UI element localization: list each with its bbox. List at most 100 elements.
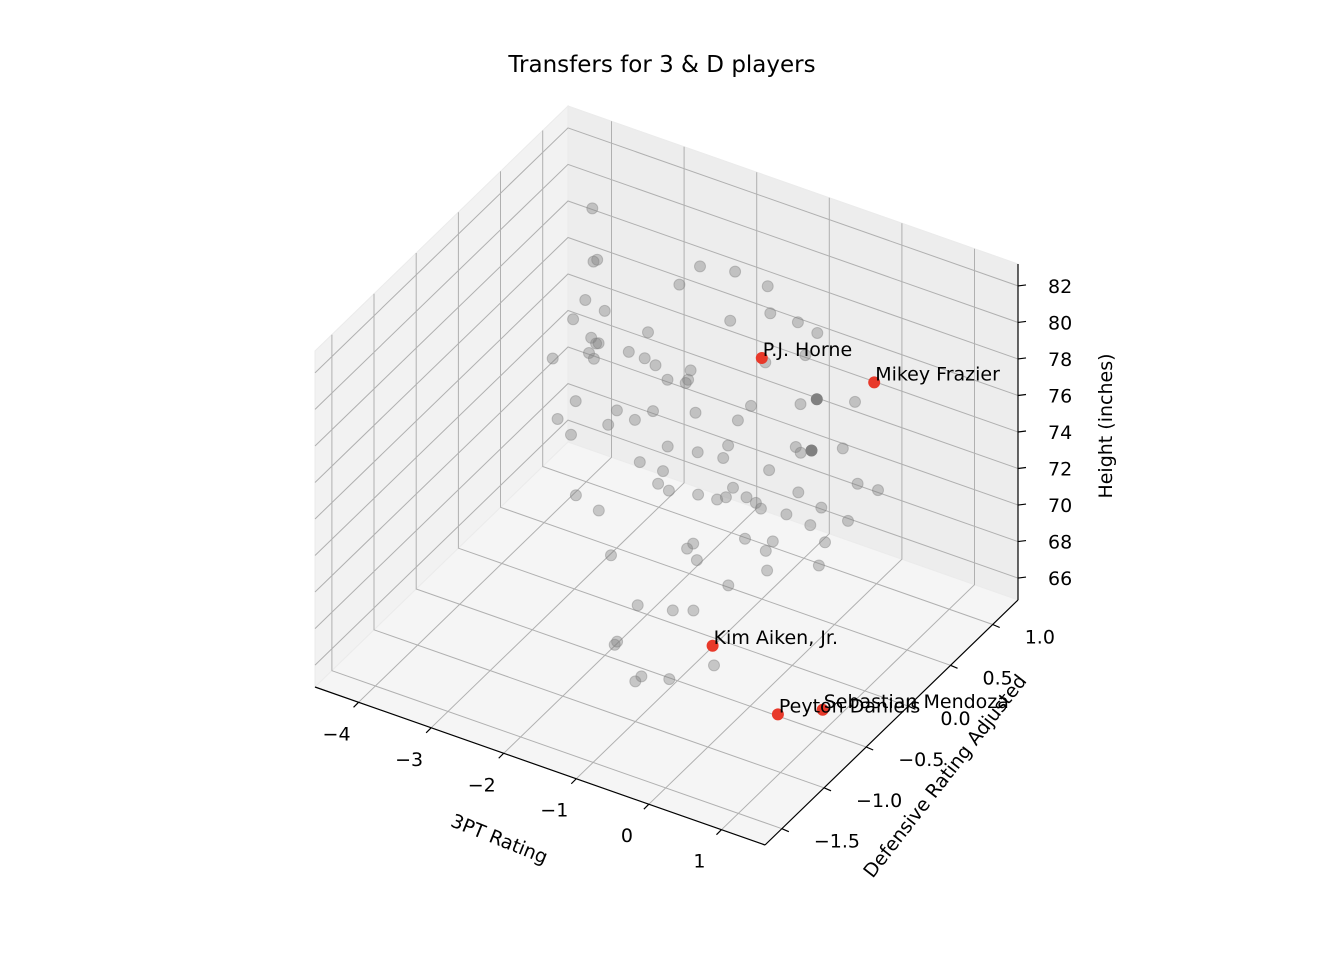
y-grid-line bbox=[500, 171, 951, 666]
z-tick-label: 72 bbox=[1048, 459, 1072, 481]
data-point bbox=[805, 444, 818, 457]
data-point bbox=[682, 373, 695, 386]
highlighted-point bbox=[755, 352, 768, 364]
z-grid-line bbox=[314, 163, 1019, 410]
data-point bbox=[628, 413, 641, 426]
x-grid-line bbox=[575, 197, 830, 780]
data-point bbox=[819, 536, 831, 549]
data-point bbox=[711, 493, 724, 506]
x-axis-label: 3PT Rating bbox=[448, 810, 551, 869]
data-point bbox=[749, 496, 762, 509]
data-point bbox=[851, 477, 864, 490]
data-point bbox=[666, 604, 679, 617]
y-axis-line bbox=[764, 599, 1019, 846]
x-tick bbox=[643, 803, 650, 810]
z-tick-label: 82 bbox=[1048, 276, 1072, 298]
data-point bbox=[631, 599, 644, 612]
data-point bbox=[836, 442, 849, 455]
data-point bbox=[690, 554, 703, 567]
data-point bbox=[661, 440, 674, 453]
x-tick bbox=[570, 778, 577, 785]
data-point bbox=[727, 481, 739, 494]
data-point bbox=[724, 314, 737, 327]
y-grid-line bbox=[331, 334, 783, 830]
x-tick bbox=[353, 701, 359, 708]
data-point bbox=[791, 316, 804, 329]
data-point bbox=[745, 399, 757, 412]
data-point bbox=[739, 532, 751, 545]
data-point bbox=[849, 395, 861, 408]
z-tick-label: 76 bbox=[1048, 385, 1072, 407]
x-axis-line bbox=[314, 686, 766, 846]
data-point bbox=[642, 326, 654, 339]
data-point bbox=[717, 452, 730, 464]
x-grid-line bbox=[721, 248, 975, 831]
x-tick bbox=[425, 727, 432, 734]
y-tick bbox=[950, 664, 958, 669]
y-tick-label: −1.5 bbox=[814, 831, 860, 853]
grid-lines bbox=[314, 121, 1019, 831]
z-tick-label: 68 bbox=[1048, 532, 1072, 554]
data-point bbox=[592, 504, 605, 517]
highlighted-point bbox=[816, 703, 829, 716]
data-point bbox=[872, 484, 884, 497]
x-tick-label: −3 bbox=[395, 749, 423, 771]
x-grid-line bbox=[430, 146, 685, 729]
data-point bbox=[794, 446, 807, 459]
data-point bbox=[583, 347, 595, 359]
data-point bbox=[602, 418, 615, 431]
highlighted-point bbox=[771, 708, 784, 721]
data-point bbox=[731, 414, 744, 427]
x-grid-line bbox=[358, 121, 612, 703]
data-point bbox=[815, 501, 828, 514]
data-point bbox=[567, 313, 580, 326]
data-point bbox=[569, 489, 582, 502]
z-tick-label: 70 bbox=[1048, 495, 1072, 517]
data-point bbox=[629, 675, 642, 688]
x-tick-label: 0 bbox=[621, 825, 633, 847]
data-point bbox=[551, 413, 564, 425]
z-tick bbox=[1017, 320, 1027, 324]
z-tick-label: 80 bbox=[1048, 312, 1072, 334]
data-point bbox=[794, 398, 807, 411]
data-point bbox=[638, 352, 651, 365]
point-annotation: Kim Aiken, Jr. bbox=[714, 627, 838, 649]
y-tick bbox=[992, 623, 1000, 629]
point-annotation: Sebastian Mendoza bbox=[824, 691, 1009, 713]
y-tick-label: 1.0 bbox=[1025, 627, 1055, 649]
data-point bbox=[761, 564, 774, 577]
data-point bbox=[684, 364, 697, 377]
z-tick bbox=[1017, 430, 1027, 433]
z-grid-line bbox=[314, 346, 1019, 593]
chart-title: Transfers for 3 & D players bbox=[507, 52, 815, 78]
data-point bbox=[764, 307, 777, 320]
data-point bbox=[587, 352, 600, 365]
data-point bbox=[799, 349, 812, 362]
data-point bbox=[673, 278, 686, 291]
y-tick-label: −1.0 bbox=[856, 790, 902, 812]
data-point bbox=[681, 542, 694, 555]
x-tick-label: −4 bbox=[323, 723, 351, 745]
data-point bbox=[633, 456, 646, 469]
y-grid-line bbox=[373, 293, 825, 789]
data-points bbox=[546, 202, 884, 721]
z-tick bbox=[1017, 284, 1027, 287]
point-annotation: P.J. Horne bbox=[763, 339, 852, 361]
data-point bbox=[661, 373, 674, 386]
data-point bbox=[565, 428, 577, 441]
data-point bbox=[761, 280, 774, 293]
data-point bbox=[652, 477, 665, 490]
data-point bbox=[679, 377, 692, 389]
y-tick bbox=[823, 787, 832, 792]
point-annotations: P.J. Horne Mikey Frazier Kim Aiken, Jr. Pey… bbox=[714, 339, 1009, 717]
data-point bbox=[579, 294, 592, 306]
z-tick-label: 78 bbox=[1048, 349, 1072, 371]
data-point bbox=[546, 352, 559, 365]
data-point bbox=[740, 491, 753, 504]
data-point bbox=[592, 337, 605, 350]
z-axis-label: Height (inches) bbox=[1095, 353, 1117, 498]
data-point bbox=[586, 202, 599, 215]
data-point bbox=[657, 465, 669, 478]
data-point bbox=[812, 559, 825, 572]
data-point bbox=[569, 395, 582, 408]
